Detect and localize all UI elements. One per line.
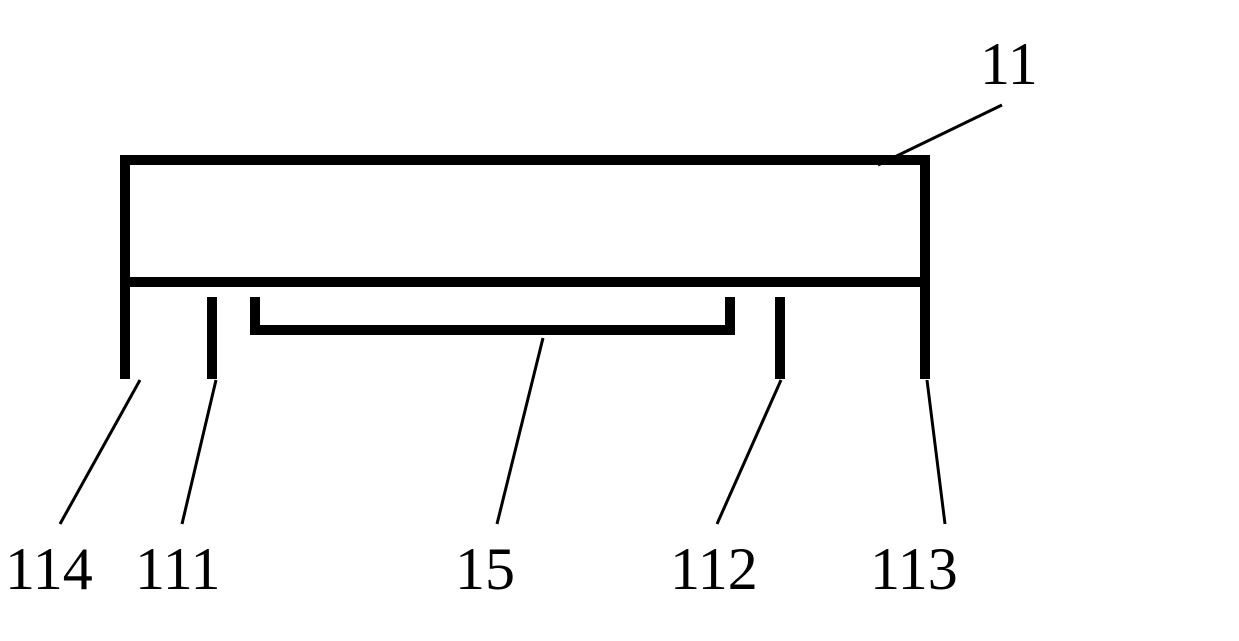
- label-11: 11: [980, 30, 1038, 99]
- leader-111: [182, 380, 216, 524]
- label-113: 113: [870, 535, 958, 604]
- leader-113: [927, 380, 945, 524]
- leader-15: [497, 338, 543, 524]
- technical-diagram: 11 15 111 112 113 114: [0, 0, 1239, 641]
- leader-11: [878, 105, 1002, 165]
- label-112: 112: [670, 535, 758, 604]
- leader-114: [60, 380, 140, 524]
- leader-112: [717, 380, 781, 524]
- label-111: 111: [135, 535, 221, 604]
- label-114: 114: [5, 535, 93, 604]
- label-15: 15: [455, 535, 515, 604]
